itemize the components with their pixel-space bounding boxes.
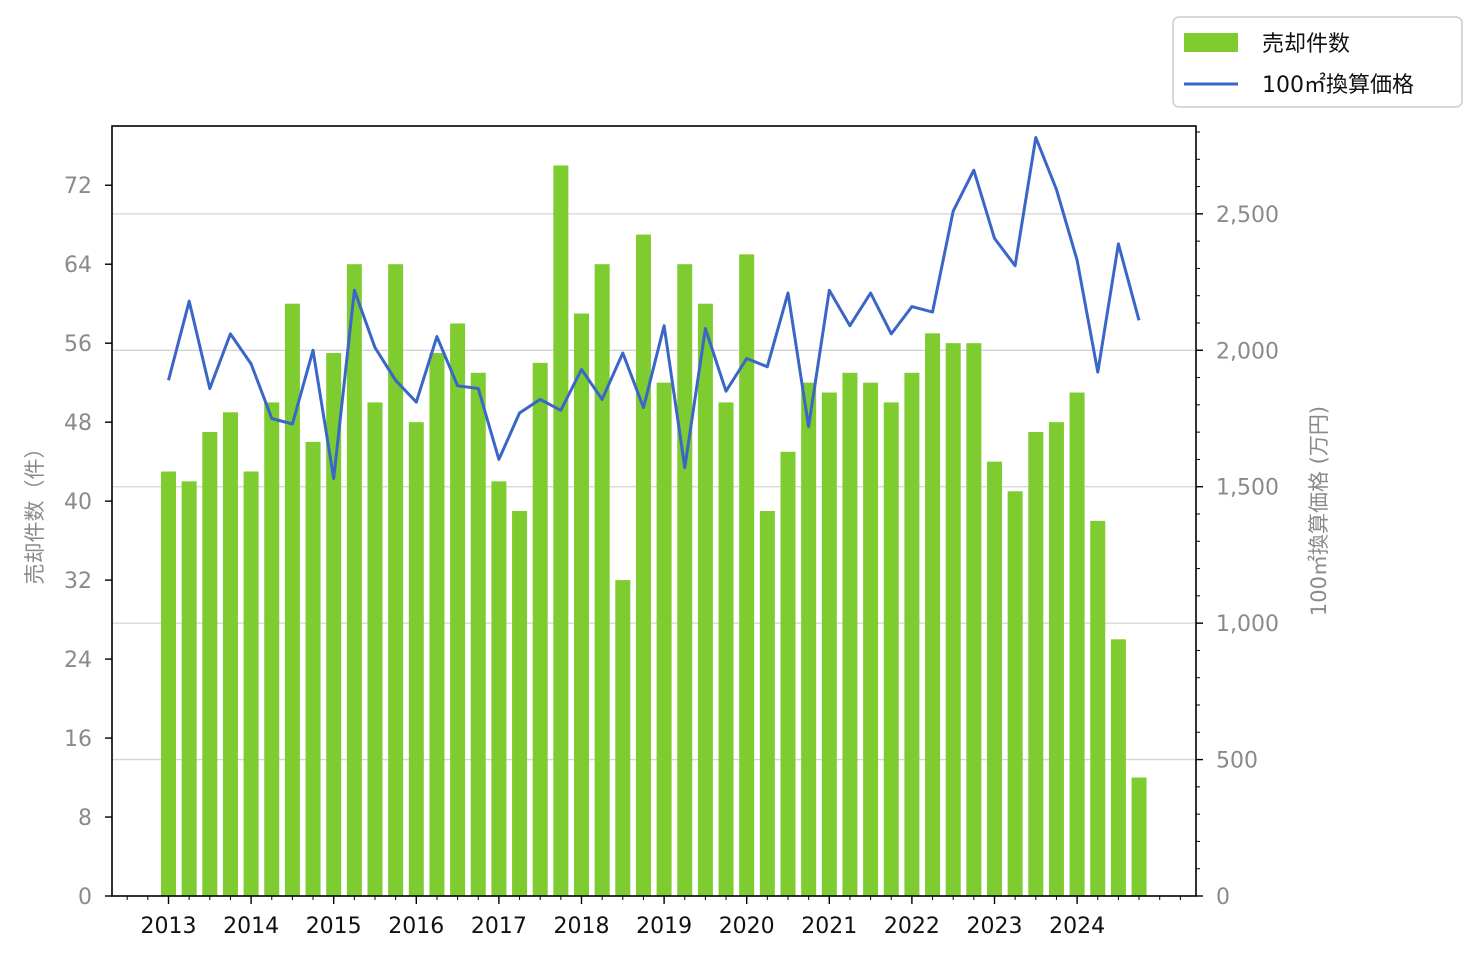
- y-right-tick-label: 500: [1216, 749, 1258, 774]
- bar: [532, 362, 548, 896]
- y-right-tick-label: 1,500: [1216, 476, 1279, 501]
- bar: [491, 481, 507, 896]
- bar: [677, 264, 693, 896]
- x-tick-label: 2020: [719, 914, 775, 939]
- y-left-tick-label: 72: [64, 174, 92, 199]
- y-left-tick-label: 8: [78, 806, 92, 831]
- x-tick-label: 2013: [141, 914, 197, 939]
- price-line: [167, 136, 1141, 480]
- y-left-tick-label: 32: [64, 569, 92, 594]
- y-left-tick-label: 48: [64, 411, 92, 436]
- bar: [470, 372, 486, 896]
- legend-label-line: 100㎡換算価格: [1262, 72, 1414, 98]
- y-left-tick-label: 16: [64, 727, 92, 752]
- axes: 0 8 16 24 32 40 48 56 64 72 0 500 1,000 1,500 2,000 2,5…: [64, 125, 1279, 939]
- bar: [780, 451, 796, 896]
- y-left-tick-label: 40: [64, 490, 92, 515]
- bar: [1131, 777, 1147, 896]
- bar: [904, 372, 920, 896]
- plot-frame: [111, 125, 1197, 897]
- bar: [574, 313, 589, 897]
- bar: [739, 254, 755, 897]
- x-tick-label: 2023: [967, 914, 1023, 939]
- bar: [863, 382, 879, 897]
- bar: [987, 461, 1002, 896]
- x-tick-label: 2024: [1049, 914, 1105, 939]
- bar: [367, 402, 383, 896]
- bar: [388, 264, 404, 896]
- legend-bar-swatch: [1184, 33, 1238, 52]
- bar: [1007, 491, 1023, 896]
- bar: [1028, 432, 1044, 896]
- y-left-axis-title: 売却件数（件）: [23, 438, 47, 585]
- bar: [945, 343, 961, 897]
- x-tick-label: 2014: [223, 914, 279, 939]
- y-right-tick-label: 2,000: [1216, 339, 1279, 364]
- x-tick-label: 2021: [801, 914, 857, 939]
- bar: [202, 432, 218, 896]
- bar: [429, 353, 445, 896]
- bar: [243, 471, 259, 896]
- bar: [512, 511, 528, 896]
- bar: [408, 422, 424, 896]
- y-right-tick-label: 2,500: [1216, 203, 1279, 228]
- bar: [346, 264, 362, 896]
- y-left-tick-label: 56: [64, 332, 92, 357]
- bar: [1110, 639, 1126, 896]
- bar: [635, 234, 651, 897]
- bar: [1069, 392, 1085, 896]
- bar: [450, 323, 466, 896]
- legend-label-bars: 売却件数: [1262, 32, 1350, 57]
- y-right-tick-label: 1,000: [1216, 612, 1279, 637]
- y-left-tick-label: 24: [64, 648, 92, 673]
- x-tick-label: 2016: [388, 914, 444, 939]
- price-line-series: [167, 136, 1141, 480]
- bar: [222, 412, 238, 896]
- bar: [161, 471, 176, 896]
- legend: 売却件数 100㎡換算価格: [1172, 16, 1463, 108]
- bar: [925, 333, 941, 896]
- legend-frame: [1172, 16, 1463, 108]
- bar: [284, 303, 300, 896]
- bar: [181, 481, 197, 896]
- bar: [821, 392, 837, 896]
- x-tick-label: 2018: [554, 914, 610, 939]
- bar: [326, 353, 342, 896]
- bar: [656, 382, 672, 897]
- bar: [264, 402, 280, 896]
- y-left-tick-label: 64: [64, 253, 92, 278]
- bar: [718, 402, 734, 896]
- x-tick-label: 2017: [471, 914, 527, 939]
- bar: [801, 382, 817, 897]
- bar: [553, 165, 569, 896]
- x-tick-label: 2022: [884, 914, 940, 939]
- bar: [697, 303, 713, 896]
- y-right-axis-title: 100㎡換算価格 (万円): [1307, 406, 1331, 616]
- bar: [305, 441, 321, 896]
- x-tick-label: 2015: [306, 914, 362, 939]
- y-right-tick-label: 0: [1216, 885, 1230, 910]
- bar: [615, 580, 631, 896]
- bar-series: [161, 165, 1147, 897]
- bar: [1090, 520, 1106, 896]
- bar: [966, 343, 982, 897]
- bar: [759, 511, 775, 896]
- bar: [594, 264, 610, 896]
- bar: [842, 372, 858, 896]
- bar: [1048, 422, 1064, 896]
- y-left-tick-label: 0: [78, 885, 92, 910]
- bar: [883, 402, 899, 896]
- x-tick-label: 2019: [636, 914, 692, 939]
